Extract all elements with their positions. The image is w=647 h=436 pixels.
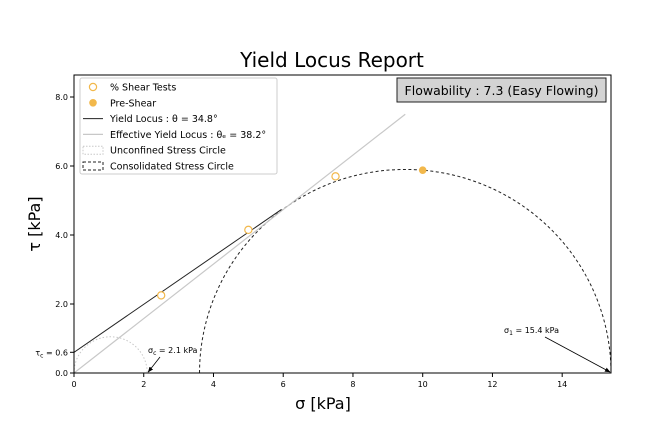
sigma-c-annotation: σc = 2.1 kPa <box>148 346 198 357</box>
legend-item-eyl-label: Effective Yield Locus : θₑ = 38.2° <box>110 130 266 141</box>
sigma-1-annotation: σ1 = 15.4 kPa <box>504 326 559 337</box>
legend-frame <box>79 77 278 175</box>
legend-marker-unconfined-circle <box>82 145 104 155</box>
y-tick-label: 0.0 <box>55 369 68 378</box>
shear-test-point <box>331 172 340 181</box>
tau-c-label: τc = 0.6 <box>35 348 68 359</box>
x-tick-label: 12 <box>487 380 497 389</box>
y-tick-label: 6.0 <box>55 162 68 171</box>
clipped-plot <box>74 113 611 373</box>
unconfined-stress-circle <box>74 336 148 373</box>
x-tick-label: 14 <box>557 380 567 389</box>
legend-item-shear-label: % Shear Tests <box>110 83 176 94</box>
shear-test-point <box>244 225 253 235</box>
x-tick-label: 2 <box>141 380 146 389</box>
y-axis-label: τ [kPa] <box>25 196 44 251</box>
legend-marker-pre-shear <box>89 99 97 107</box>
y-tick-label: 8.0 <box>55 93 68 102</box>
y-tick-label: 4.0 <box>55 231 68 240</box>
legend-marker-shear <box>88 82 98 92</box>
x-axis-label: σ [kPa] <box>295 394 351 413</box>
legend-item-pre-label: Pre-Shear <box>110 98 156 109</box>
x-tick-label: 8 <box>350 380 355 389</box>
sigma-1-arrow <box>544 336 611 373</box>
legend-marker-consolidated-circle <box>82 161 104 171</box>
legend-item-ucs-label: Unconfined Stress Circle <box>110 146 226 157</box>
legend-item-css-label: Consolidated Stress Circle <box>110 162 234 173</box>
flowability-box-bg <box>396 77 607 103</box>
y-tick-label: 2.0 <box>55 300 68 309</box>
legend: % Shear Tests Pre-Shear Yield Locus : θ = … <box>79 77 278 175</box>
x-tick-label: 10 <box>418 380 428 389</box>
shear-test-point <box>156 291 166 300</box>
chart-title: Yield Locus Report <box>239 48 424 72</box>
sigma-c-arrow <box>147 356 161 373</box>
plot-frame <box>73 74 612 374</box>
x-tick-label: 4 <box>211 380 216 389</box>
effective-yield-locus-line <box>74 113 406 373</box>
flowability-box: Flowability : 7.3 (Easy Flowing) <box>396 77 607 103</box>
x-tick-label: 0 <box>71 380 76 389</box>
plot-area: 0 2 4 6 8 10 12 14 0.0 2.0 4.0 6.0 8.0 τc = 0.6 σc = 2… <box>35 74 612 389</box>
consolidated-stress-circle <box>199 169 611 373</box>
legend-item-yl-label: Yield Locus : θ = 34.8° <box>109 114 218 125</box>
flowability-label: Flowability : 7.3 (Easy Flowing) <box>405 83 599 98</box>
x-tick-label: 6 <box>281 380 286 389</box>
pre-shear-point <box>418 166 427 174</box>
